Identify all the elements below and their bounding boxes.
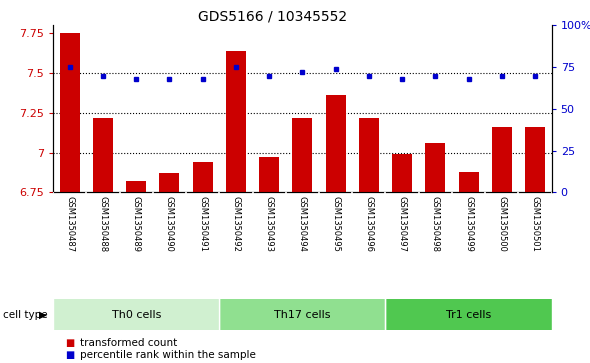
Text: ▶: ▶ bbox=[39, 310, 47, 320]
Text: GSM1350489: GSM1350489 bbox=[132, 196, 140, 252]
Text: Th17 cells: Th17 cells bbox=[274, 310, 330, 320]
Bar bbox=[359, 118, 379, 192]
Bar bbox=[226, 51, 246, 192]
Bar bbox=[259, 158, 279, 192]
Bar bbox=[126, 181, 146, 192]
Text: percentile rank within the sample: percentile rank within the sample bbox=[80, 350, 255, 360]
Bar bbox=[159, 173, 179, 192]
Text: Th0 cells: Th0 cells bbox=[112, 310, 161, 320]
Text: transformed count: transformed count bbox=[80, 338, 177, 348]
Text: GSM1350487: GSM1350487 bbox=[65, 196, 74, 252]
Text: GSM1350496: GSM1350496 bbox=[365, 196, 373, 252]
Text: cell type: cell type bbox=[3, 310, 48, 320]
Text: GSM1350494: GSM1350494 bbox=[298, 196, 307, 252]
Bar bbox=[392, 154, 412, 192]
Bar bbox=[326, 95, 346, 192]
Bar bbox=[525, 127, 545, 192]
Text: GSM1350492: GSM1350492 bbox=[231, 196, 240, 252]
Text: GSM1350491: GSM1350491 bbox=[198, 196, 207, 252]
Bar bbox=[385, 299, 552, 330]
Text: GSM1350495: GSM1350495 bbox=[331, 196, 340, 252]
Text: GSM1350498: GSM1350498 bbox=[431, 196, 440, 252]
Text: Tr1 cells: Tr1 cells bbox=[446, 310, 491, 320]
Bar bbox=[60, 33, 80, 192]
Text: ■: ■ bbox=[65, 338, 74, 348]
Bar bbox=[458, 172, 478, 192]
Text: GDS5166 / 10345552: GDS5166 / 10345552 bbox=[198, 9, 348, 23]
Text: GSM1350497: GSM1350497 bbox=[398, 196, 407, 252]
Bar bbox=[425, 143, 445, 192]
Bar bbox=[492, 127, 512, 192]
Text: GSM1350488: GSM1350488 bbox=[99, 196, 107, 252]
Text: GSM1350499: GSM1350499 bbox=[464, 196, 473, 252]
Bar bbox=[93, 118, 113, 192]
Text: GSM1350501: GSM1350501 bbox=[530, 196, 539, 252]
Bar bbox=[219, 299, 385, 330]
Text: ■: ■ bbox=[65, 350, 74, 360]
Text: GSM1350490: GSM1350490 bbox=[165, 196, 174, 252]
Bar bbox=[293, 118, 312, 192]
Bar bbox=[53, 299, 219, 330]
Text: GSM1350493: GSM1350493 bbox=[265, 196, 274, 252]
Text: GSM1350500: GSM1350500 bbox=[497, 196, 506, 252]
Bar bbox=[193, 162, 212, 192]
